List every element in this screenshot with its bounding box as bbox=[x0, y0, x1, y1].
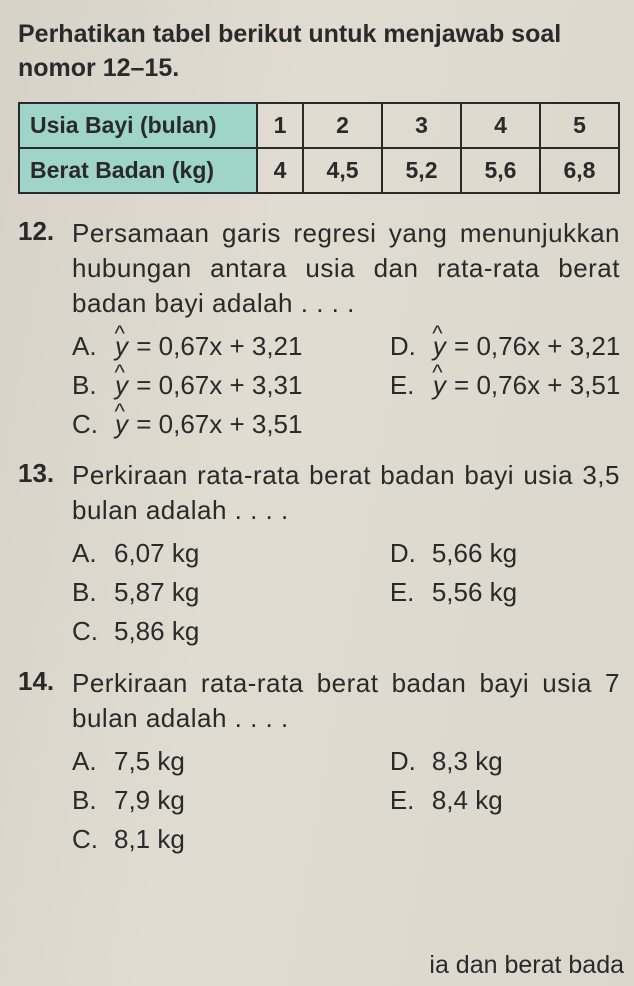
question-text: Perkiraan rata-rata berat badan bayi usi… bbox=[72, 458, 620, 528]
option-value: y = 0,67x + 3,51 bbox=[114, 407, 302, 442]
question-text: Persamaan garis regresi yang menunjukkan… bbox=[72, 216, 620, 321]
option-value: 7,5 kg bbox=[114, 744, 185, 779]
option-b: B. 7,9 kg bbox=[72, 783, 390, 818]
option-value: y = 0,76x + 3,21 bbox=[432, 329, 620, 364]
option-value: 6,07 kg bbox=[114, 536, 199, 571]
table-row: Usia Bayi (bulan) 1 2 3 4 5 bbox=[19, 103, 619, 148]
option-c: C. 5,86 kg bbox=[72, 614, 620, 649]
question-text: Perkiraan rata-rata berat badan bayi usi… bbox=[72, 666, 620, 736]
option-letter: B. bbox=[72, 368, 114, 403]
option-letter: A. bbox=[72, 536, 114, 571]
cell: 1 bbox=[257, 103, 303, 148]
option-d: D. 8,3 kg bbox=[390, 744, 620, 779]
cell: 6,8 bbox=[540, 148, 619, 193]
cell: 4 bbox=[461, 103, 540, 148]
option-value: 5,66 kg bbox=[432, 536, 517, 571]
option-value: y = 0,67x + 3,21 bbox=[114, 329, 302, 364]
cell: 5,2 bbox=[382, 148, 461, 193]
question-14: 14. Perkiraan rata-rata berat badan bayi… bbox=[18, 666, 620, 859]
option-c: C. 8,1 kg bbox=[72, 822, 620, 857]
option-e: E. 8,4 kg bbox=[390, 783, 620, 818]
option-value: 8,1 kg bbox=[114, 822, 185, 857]
cell: 5 bbox=[540, 103, 619, 148]
option-letter: A. bbox=[72, 329, 114, 364]
option-a: A. 6,07 kg bbox=[72, 536, 390, 571]
option-value: y = 0,76x + 3,51 bbox=[432, 368, 620, 403]
option-value: 5,87 kg bbox=[114, 575, 199, 610]
option-letter: B. bbox=[72, 575, 114, 610]
question-13: 13. Perkiraan rata-rata berat badan bayi… bbox=[18, 458, 620, 651]
option-letter: B. bbox=[72, 783, 114, 818]
option-e: E. 5,56 kg bbox=[390, 575, 620, 610]
cell: 4 bbox=[257, 148, 303, 193]
option-letter: C. bbox=[72, 407, 114, 442]
option-letter: C. bbox=[72, 614, 114, 649]
option-letter: E. bbox=[390, 783, 432, 818]
table-row: Berat Badan (kg) 4 4,5 5,2 5,6 6,8 bbox=[19, 148, 619, 193]
option-d: D. y = 0,76x + 3,21 bbox=[390, 329, 620, 364]
option-letter: A. bbox=[72, 744, 114, 779]
row-label: Usia Bayi (bulan) bbox=[19, 103, 257, 148]
option-e: E. y = 0,76x + 3,51 bbox=[390, 368, 620, 403]
option-value: 8,4 kg bbox=[432, 783, 503, 818]
option-value: y = 0,67x + 3,31 bbox=[114, 368, 302, 403]
option-letter: E. bbox=[390, 575, 432, 610]
option-a: A. 7,5 kg bbox=[72, 744, 390, 779]
question-number: 13. bbox=[18, 458, 72, 651]
option-letter: C. bbox=[72, 822, 114, 857]
instruction-text: Perhatikan tabel berikut untuk menjawab … bbox=[18, 18, 620, 86]
data-table: Usia Bayi (bulan) 1 2 3 4 5 Berat Badan … bbox=[18, 102, 620, 194]
cell: 3 bbox=[382, 103, 461, 148]
cell: 5,6 bbox=[461, 148, 540, 193]
cell: 2 bbox=[303, 103, 382, 148]
question-number: 14. bbox=[18, 666, 72, 859]
option-d: D. 5,66 kg bbox=[390, 536, 620, 571]
option-b: B. 5,87 kg bbox=[72, 575, 390, 610]
option-value: 7,9 kg bbox=[114, 783, 185, 818]
option-letter: D. bbox=[390, 329, 432, 364]
option-letter: E. bbox=[390, 368, 432, 403]
cutoff-text: ia dan berat bada bbox=[429, 951, 624, 980]
row-label: Berat Badan (kg) bbox=[19, 148, 257, 193]
option-value: 8,3 kg bbox=[432, 744, 503, 779]
option-c: C. y = 0,67x + 3,51 bbox=[72, 407, 620, 442]
option-value: 5,86 kg bbox=[114, 614, 199, 649]
question-12: 12. Persamaan garis regresi yang menunju… bbox=[18, 216, 620, 445]
question-number: 12. bbox=[18, 216, 72, 445]
option-letter: D. bbox=[390, 536, 432, 571]
option-letter: D. bbox=[390, 744, 432, 779]
option-value: 5,56 kg bbox=[432, 575, 517, 610]
cell: 4,5 bbox=[303, 148, 382, 193]
